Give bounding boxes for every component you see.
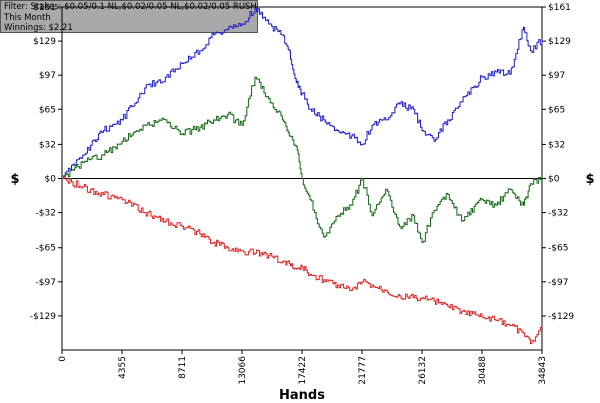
x-axis-title: Hands — [279, 388, 325, 403]
y-tick-label-right: $32 — [548, 140, 565, 150]
y-tick-label-right: -$65 — [548, 244, 568, 254]
y-axis-title-right: $ — [585, 172, 594, 187]
y-tick-label-right: $161 — [548, 3, 571, 13]
y-tick-label-right: $0 — [548, 175, 560, 185]
y-tick-label-left: -$97 — [36, 278, 56, 288]
y-tick-label-left: $161 — [33, 3, 56, 13]
y-tick-label-right: -$32 — [548, 209, 568, 219]
y-tick-label-right: $65 — [548, 105, 565, 115]
y-tick-label-left: -$65 — [36, 244, 56, 254]
series-line-2 — [62, 76, 543, 243]
y-axis-title-left: $ — [10, 172, 19, 187]
y-tick-label-left: $129 — [33, 37, 56, 47]
x-tick-label: 34843 — [538, 356, 548, 385]
x-tick-label: 26132 — [418, 356, 428, 385]
y-tick-label-left: $65 — [39, 105, 56, 115]
x-tick-label: 4355 — [118, 356, 128, 379]
y-tick-label-right: -$97 — [548, 278, 568, 288]
x-tick-label: 30488 — [478, 356, 488, 385]
x-tick-label: 13066 — [238, 356, 248, 385]
x-tick-label: 21777 — [358, 356, 368, 385]
y-tick-label-left: -$129 — [30, 312, 56, 322]
period-text: This Month — [4, 12, 51, 23]
series-line-3 — [62, 176, 543, 345]
y-tick-label-right: $129 — [548, 37, 571, 47]
y-tick-label-left: $32 — [39, 140, 56, 150]
x-tick-label: 17422 — [298, 356, 308, 385]
y-tick-label-left: $97 — [39, 71, 56, 81]
x-tick-label: 8711 — [178, 356, 188, 379]
series-line-1 — [62, 7, 543, 179]
y-tick-label-right: $97 — [548, 71, 565, 81]
winnings-text: Winnings: $2.21 — [4, 23, 73, 33]
x-tick-label: 0 — [58, 356, 68, 362]
y-tick-label-left: -$32 — [36, 209, 56, 219]
y-tick-label-right: -$129 — [548, 312, 574, 322]
y-tick-label-left: $0 — [45, 175, 57, 185]
